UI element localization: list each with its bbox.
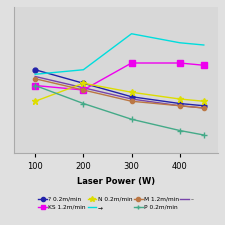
Legend: ? 0.2m/min, KS 1.2m/min, N 0.2m/min, →, M 1.2m/min, P 0.2m/min, –: ? 0.2m/min, KS 1.2m/min, N 0.2m/min, →, … (38, 197, 193, 210)
X-axis label: Laser Power (W): Laser Power (W) (77, 177, 155, 186)
